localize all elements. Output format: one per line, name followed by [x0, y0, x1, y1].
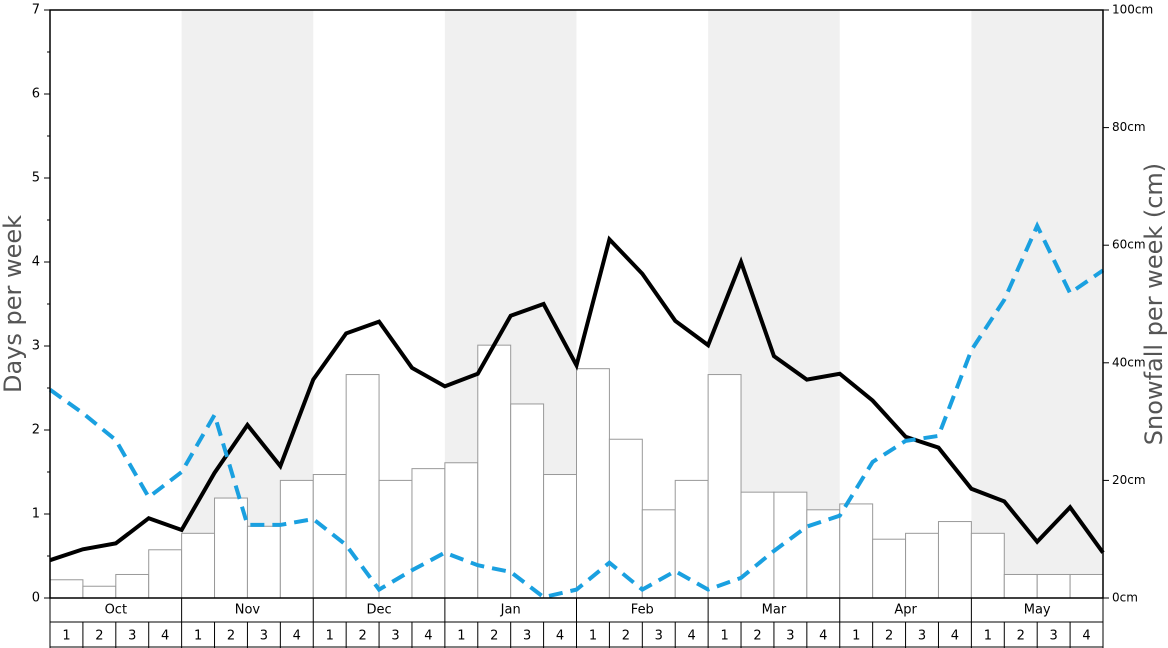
- y2-axis-label: Snowfall per week (cm): [1140, 163, 1168, 445]
- y-tick-label: 0: [32, 591, 40, 606]
- bar: [510, 403, 545, 599]
- week-label: 4: [1082, 629, 1090, 644]
- month-label: Feb: [631, 603, 654, 618]
- week-label: 2: [358, 629, 366, 644]
- week-label: 4: [951, 629, 959, 644]
- bar: [49, 579, 84, 599]
- week-label: 3: [128, 629, 136, 644]
- bar: [181, 532, 216, 599]
- week-label: 3: [260, 629, 268, 644]
- week-label: 1: [984, 629, 992, 644]
- week-label: 2: [490, 629, 498, 644]
- y-tick-label: 2: [32, 423, 40, 438]
- bar: [576, 368, 610, 599]
- week-label: 1: [62, 629, 70, 644]
- y-tick-label: 3: [32, 339, 40, 354]
- bar: [148, 549, 183, 599]
- y-tick-label: 6: [32, 87, 40, 102]
- y-tick-label: 7: [32, 3, 40, 18]
- bar: [246, 525, 281, 599]
- bar: [839, 503, 874, 599]
- week-label: 4: [556, 629, 564, 644]
- week-label: 1: [457, 629, 465, 644]
- y2-tick-label: 60cm: [1112, 238, 1146, 252]
- bar: [1036, 573, 1071, 599]
- week-label: 4: [688, 629, 696, 644]
- y-axis-label: Days per week: [0, 215, 27, 393]
- bar: [1003, 573, 1038, 599]
- y2-tick-label: 40cm: [1112, 355, 1146, 369]
- bar: [970, 532, 1005, 599]
- week-label: 4: [819, 629, 827, 644]
- month-shade: [971, 10, 1103, 598]
- week-label: 4: [161, 629, 169, 644]
- week-label: 2: [1017, 629, 1025, 644]
- bar: [707, 374, 742, 599]
- bar: [740, 491, 775, 599]
- y2-tick-label: 80cm: [1112, 120, 1146, 134]
- bar: [444, 462, 479, 599]
- month-label: Oct: [105, 603, 127, 618]
- bar: [543, 474, 577, 599]
- y2-tick-label: 20cm: [1112, 473, 1146, 487]
- month-label: Apr: [894, 603, 917, 618]
- week-label: 2: [885, 629, 893, 644]
- week-label: 1: [720, 629, 728, 644]
- month-label: Dec: [366, 603, 391, 618]
- week-label: 4: [293, 629, 301, 644]
- bar: [312, 474, 347, 599]
- y2-tick-label: 0cm: [1112, 591, 1138, 605]
- bar: [411, 468, 446, 599]
- week-label: 2: [753, 629, 761, 644]
- week-label: 1: [326, 629, 334, 644]
- y2-tick-label: 100cm: [1112, 3, 1153, 17]
- bar: [937, 521, 972, 599]
- week-label: 3: [918, 629, 926, 644]
- week-label: 1: [589, 629, 597, 644]
- week-label: 3: [391, 629, 399, 644]
- week-label: 3: [655, 629, 663, 644]
- bar: [477, 344, 512, 599]
- week-label: 3: [523, 629, 531, 644]
- week-label: 2: [622, 629, 630, 644]
- month-label: Nov: [235, 603, 261, 618]
- week-label: 1: [194, 629, 202, 644]
- y-tick-label: 5: [32, 171, 40, 186]
- week-label: 3: [786, 629, 794, 644]
- bar: [1069, 573, 1104, 599]
- bar: [872, 538, 907, 599]
- month-label: May: [1024, 603, 1051, 618]
- bar: [905, 532, 939, 599]
- month-label: Mar: [762, 603, 787, 618]
- week-label: 2: [227, 629, 235, 644]
- week-label: 2: [95, 629, 103, 644]
- bar: [279, 479, 314, 599]
- bar: [674, 479, 709, 599]
- bar: [345, 374, 380, 599]
- y-tick-label: 1: [32, 507, 40, 522]
- bar: [82, 585, 117, 599]
- week-label: 4: [424, 629, 432, 644]
- week-label: 3: [1050, 629, 1058, 644]
- week-label: 1: [852, 629, 860, 644]
- y-tick-label: 4: [32, 255, 40, 270]
- month-label: Jan: [500, 603, 521, 618]
- bar: [115, 573, 150, 599]
- line: [48, 221, 1105, 600]
